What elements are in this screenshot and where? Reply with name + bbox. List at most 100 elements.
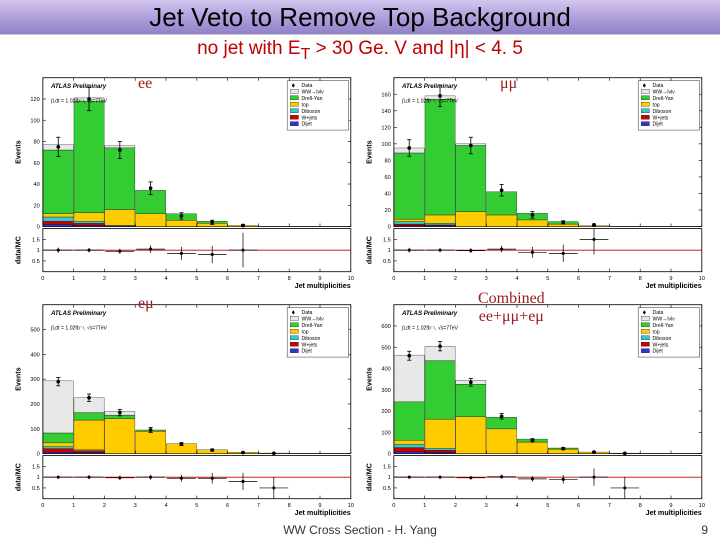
panel-mm: 020406080100120140160EventsATLAS Prelimi… [361, 67, 710, 293]
svg-text:3: 3 [485, 276, 488, 282]
svg-text:Dijet: Dijet [302, 349, 313, 355]
subtitle-sub: T [301, 46, 311, 63]
svg-text:Drell-Yan: Drell-Yan [653, 323, 674, 329]
svg-text:7: 7 [608, 276, 611, 282]
svg-text:data/MC: data/MC [365, 236, 373, 264]
svg-text:1: 1 [37, 476, 40, 482]
svg-text:60: 60 [34, 161, 40, 167]
svg-text:6: 6 [226, 503, 229, 509]
svg-text:9: 9 [318, 276, 321, 282]
svg-text:4: 4 [164, 503, 167, 509]
svg-text:6: 6 [577, 503, 580, 509]
svg-text:5: 5 [195, 276, 198, 282]
svg-text:500: 500 [381, 346, 390, 352]
svg-text:1: 1 [423, 276, 426, 282]
svg-text:1: 1 [423, 503, 426, 509]
svg-text:300: 300 [381, 388, 390, 394]
svg-text:400: 400 [30, 353, 39, 359]
svg-text:Diboson: Diboson [653, 109, 672, 115]
svg-text:80: 80 [34, 139, 40, 145]
svg-text:WW→lνlν: WW→lνlν [653, 317, 676, 323]
svg-text:Diboson: Diboson [302, 336, 321, 342]
svg-text:data/MC: data/MC [365, 464, 373, 492]
svg-text:100: 100 [30, 118, 39, 124]
svg-text:7: 7 [608, 503, 611, 509]
svg-text:ATLAS Preliminary: ATLAS Preliminary [401, 83, 458, 90]
svg-text:1.5: 1.5 [32, 465, 40, 471]
svg-text:7: 7 [257, 503, 260, 509]
svg-text:10: 10 [348, 503, 354, 509]
svg-text:9: 9 [669, 276, 672, 282]
subtitle-prefix: no jet with E [197, 38, 301, 59]
svg-text:Jet multiplicities: Jet multiplicities [646, 510, 702, 518]
svg-text:Dijet: Dijet [653, 349, 664, 355]
svg-text:200: 200 [381, 410, 390, 416]
svg-text:WW→lνlν: WW→lνlν [653, 89, 676, 95]
svg-text:5: 5 [195, 503, 198, 509]
svg-text:3: 3 [134, 276, 137, 282]
svg-text:1.5: 1.5 [383, 465, 391, 471]
svg-text:2: 2 [454, 276, 457, 282]
svg-text:100: 100 [381, 142, 390, 148]
svg-text:0: 0 [41, 276, 44, 282]
svg-text:Drell-Yan: Drell-Yan [302, 96, 323, 102]
svg-text:0: 0 [37, 224, 40, 230]
svg-text:20: 20 [34, 203, 40, 209]
svg-text:2: 2 [454, 503, 457, 509]
page-number: 9 [701, 523, 708, 537]
svg-text:40: 40 [34, 182, 40, 188]
svg-text:160: 160 [381, 92, 390, 98]
svg-text:80: 80 [385, 158, 391, 164]
title-bar: Jet Veto to Remove Top Background [0, 0, 720, 35]
svg-text:8: 8 [639, 503, 642, 509]
svg-text:6: 6 [577, 276, 580, 282]
svg-text:0: 0 [388, 452, 391, 458]
svg-text:∫Ldt = 1.02fb⁻¹, √s=7TeV: ∫Ldt = 1.02fb⁻¹, √s=7TeV [50, 97, 108, 104]
footer-text: WW Cross Section - H. Yang [0, 523, 720, 537]
svg-text:Diboson: Diboson [653, 336, 672, 342]
panel-em: 0100200300400500EventsATLAS Preliminary∫… [10, 294, 359, 520]
svg-text:400: 400 [381, 367, 390, 373]
svg-text:1: 1 [388, 476, 391, 482]
svg-text:Dijet: Dijet [653, 122, 664, 128]
svg-text:W+jets: W+jets [653, 343, 669, 349]
svg-text:1: 1 [388, 248, 391, 254]
svg-text:500: 500 [30, 328, 39, 334]
svg-text:Events: Events [14, 368, 22, 392]
svg-text:Events: Events [14, 140, 22, 164]
svg-text:ATLAS Preliminary: ATLAS Preliminary [50, 310, 107, 317]
svg-text:0.5: 0.5 [383, 486, 391, 492]
svg-text:10: 10 [699, 276, 705, 282]
svg-text:120: 120 [30, 97, 39, 103]
slide-title: Jet Veto to Remove Top Background [0, 2, 720, 33]
svg-text:0: 0 [41, 503, 44, 509]
plots-grid: 020406080100120EventsATLAS Preliminary∫L… [0, 64, 720, 509]
svg-text:2: 2 [103, 503, 106, 509]
svg-text:data/MC: data/MC [14, 236, 22, 264]
svg-text:∫Ldt = 1.02fb⁻¹, √s=7TeV: ∫Ldt = 1.02fb⁻¹, √s=7TeV [50, 325, 108, 332]
panel-comb: 0100200300400500600EventsATLAS Prelimina… [361, 294, 710, 520]
svg-text:Dijet: Dijet [302, 122, 313, 128]
svg-text:4: 4 [515, 503, 518, 509]
svg-text:∫Ldt = 1.02fb⁻¹, √s=7TeV: ∫Ldt = 1.02fb⁻¹, √s=7TeV [401, 325, 459, 332]
svg-text:6: 6 [226, 276, 229, 282]
svg-text:120: 120 [381, 125, 390, 131]
svg-text:1.5: 1.5 [383, 237, 391, 243]
label-mm: μμ [500, 75, 517, 93]
svg-text:9: 9 [669, 503, 672, 509]
svg-text:3: 3 [134, 503, 137, 509]
svg-text:W+jets: W+jets [302, 115, 318, 121]
svg-text:Jet multiplicities: Jet multiplicities [295, 282, 351, 290]
svg-text:200: 200 [30, 402, 39, 408]
svg-text:300: 300 [30, 378, 39, 384]
svg-text:9: 9 [318, 503, 321, 509]
svg-text:20: 20 [385, 208, 391, 214]
svg-text:top: top [653, 102, 660, 108]
svg-text:5: 5 [546, 503, 549, 509]
svg-text:top: top [302, 102, 309, 108]
svg-text:Drell-Yan: Drell-Yan [653, 96, 674, 102]
slide-subtitle: no jet with ET > 30 Ge. V and |η| < 4. 5 [0, 38, 720, 64]
svg-text:Data: Data [653, 83, 664, 89]
svg-text:4: 4 [164, 276, 167, 282]
svg-text:W+jets: W+jets [653, 115, 669, 121]
